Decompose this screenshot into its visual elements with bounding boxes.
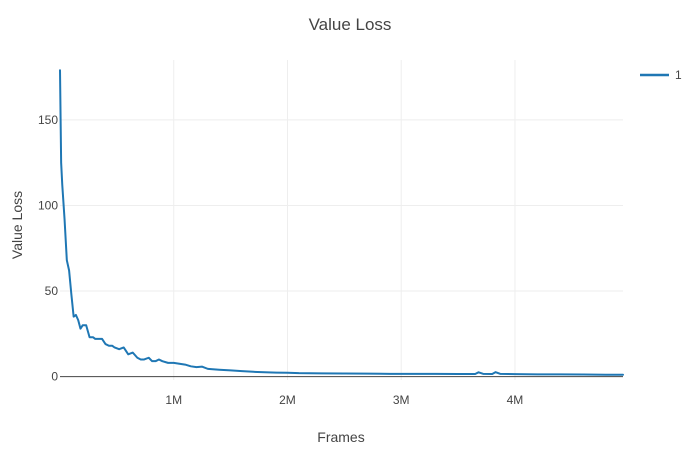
x-axis-title: Frames [317, 429, 364, 445]
grid-layer [60, 60, 623, 380]
y-tick-label-2: 100 [38, 198, 58, 212]
x-tick-label-0: 1M [165, 393, 182, 407]
x-tick-label-3: 4M [507, 393, 524, 407]
x-tick-labels: 1M 2M 3M 4M [165, 393, 523, 407]
y-tick-label-1: 50 [45, 284, 59, 298]
legend-label-series-1: 1 [675, 68, 682, 82]
chart-title: Value Loss [309, 15, 392, 34]
series-line-1 [59, 69, 624, 376]
y-axis-title: Value Loss [9, 191, 25, 259]
x-tick-label-2: 3M [393, 393, 410, 407]
series-layer [59, 69, 624, 376]
x-tick-label-1: 2M [279, 393, 296, 407]
y-tick-label-3: 150 [38, 113, 58, 127]
y-tick-labels: 0 50 100 150 [38, 113, 58, 384]
legend[interactable]: 1 [640, 68, 682, 82]
y-tick-label-0: 0 [51, 370, 58, 384]
